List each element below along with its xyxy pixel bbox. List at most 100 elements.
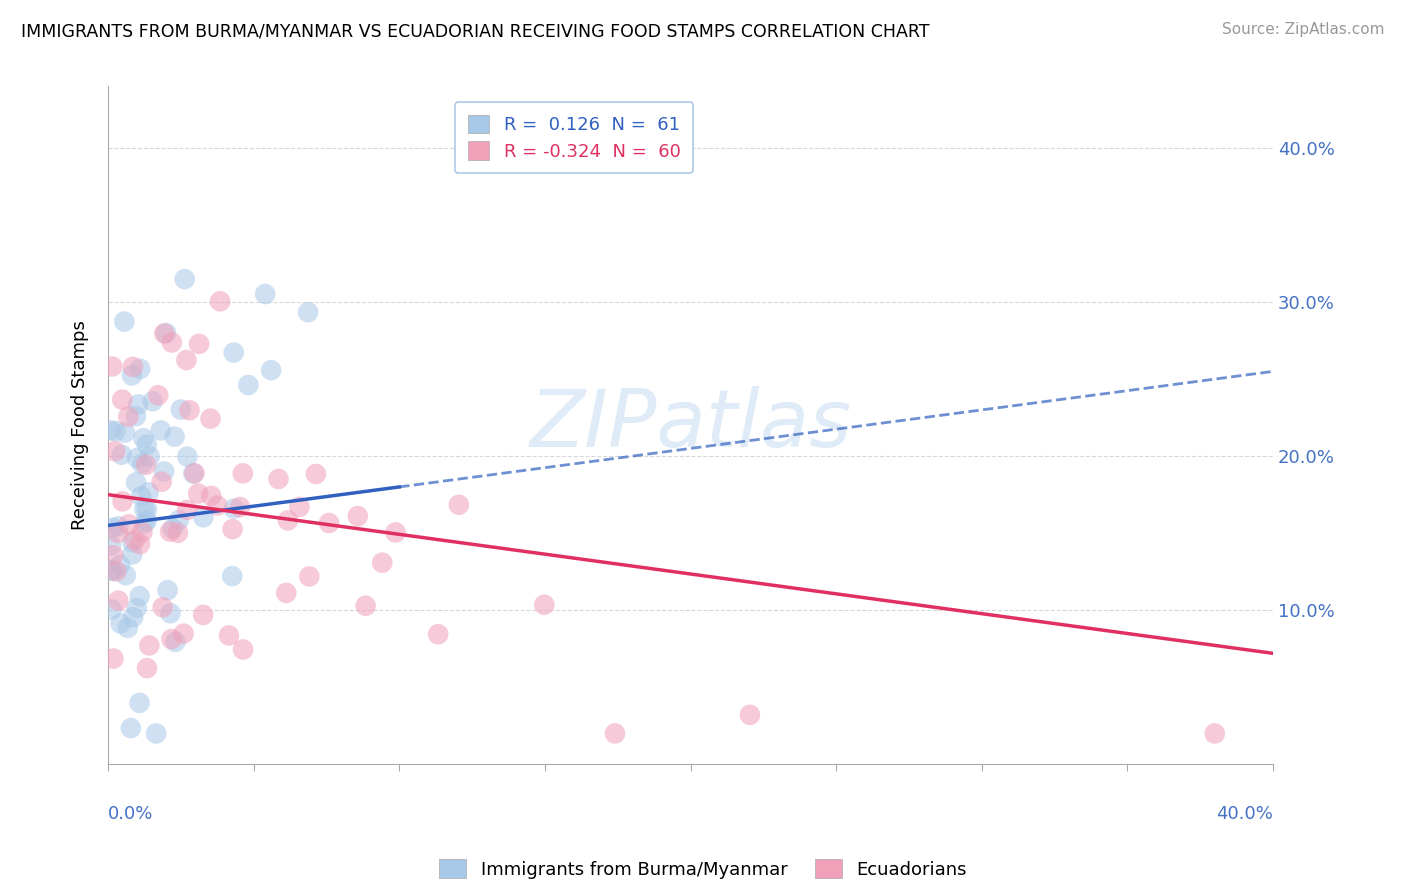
- Point: [167, 513, 190, 527]
- Point: [297, 305, 319, 319]
- Point: [153, 465, 176, 479]
- Point: [136, 502, 159, 516]
- Point: [176, 450, 198, 464]
- Text: IMMIGRANTS FROM BURMA/MYANMAR VS ECUADORIAN RECEIVING FOOD STAMPS CORRELATION CH: IMMIGRANTS FROM BURMA/MYANMAR VS ECUADOR…: [21, 22, 929, 40]
- Point: [145, 726, 167, 740]
- Point: [100, 602, 122, 616]
- Point: [165, 634, 187, 648]
- Point: [160, 632, 183, 646]
- Point: [1204, 726, 1226, 740]
- Point: [533, 598, 555, 612]
- Point: [173, 272, 195, 286]
- Point: [129, 537, 152, 551]
- Point: [371, 556, 394, 570]
- Y-axis label: Receiving Food Stamps: Receiving Food Stamps: [72, 320, 89, 530]
- Point: [142, 394, 165, 409]
- Point: [127, 451, 149, 466]
- Point: [107, 519, 129, 533]
- Point: [152, 600, 174, 615]
- Point: [111, 494, 134, 508]
- Point: [384, 525, 406, 540]
- Point: [222, 501, 245, 516]
- Point: [221, 569, 243, 583]
- Point: [125, 475, 148, 490]
- Point: [107, 593, 129, 607]
- Text: 40.0%: 40.0%: [1216, 805, 1272, 823]
- Point: [267, 472, 290, 486]
- Point: [218, 628, 240, 642]
- Point: [447, 498, 470, 512]
- Point: [229, 500, 252, 515]
- Point: [104, 444, 127, 458]
- Point: [173, 626, 195, 640]
- Point: [176, 503, 198, 517]
- Point: [103, 651, 125, 665]
- Point: [101, 359, 124, 374]
- Text: ZIPatlas: ZIPatlas: [530, 386, 852, 465]
- Point: [124, 533, 146, 547]
- Point: [134, 516, 156, 531]
- Point: [163, 429, 186, 443]
- Point: [121, 548, 143, 562]
- Point: [298, 569, 321, 583]
- Point: [100, 424, 122, 438]
- Point: [135, 437, 157, 451]
- Point: [132, 431, 155, 445]
- Point: [120, 721, 142, 735]
- Point: [135, 458, 157, 472]
- Point: [156, 583, 179, 598]
- Point: [121, 535, 143, 549]
- Point: [101, 564, 124, 578]
- Point: [187, 486, 209, 500]
- Point: [118, 517, 141, 532]
- Point: [111, 448, 134, 462]
- Point: [193, 510, 215, 524]
- Legend: Immigrants from Burma/Myanmar, Ecuadorians: Immigrants from Burma/Myanmar, Ecuadoria…: [439, 859, 967, 879]
- Point: [159, 524, 181, 539]
- Point: [354, 599, 377, 613]
- Point: [128, 589, 150, 603]
- Point: [131, 525, 153, 540]
- Point: [108, 558, 131, 572]
- Point: [136, 661, 159, 675]
- Point: [427, 627, 450, 641]
- Point: [170, 402, 193, 417]
- Point: [238, 378, 260, 392]
- Point: [179, 403, 201, 417]
- Point: [254, 287, 277, 301]
- Point: [129, 489, 152, 503]
- Point: [138, 485, 160, 500]
- Point: [160, 335, 183, 350]
- Point: [200, 489, 222, 503]
- Point: [346, 509, 368, 524]
- Legend: R =  0.126  N =  61, R = -0.324  N =  60: R = 0.126 N = 61, R = -0.324 N = 60: [456, 103, 693, 173]
- Point: [150, 475, 173, 489]
- Point: [107, 526, 129, 541]
- Point: [121, 359, 143, 374]
- Point: [176, 353, 198, 368]
- Point: [738, 707, 761, 722]
- Point: [134, 502, 156, 516]
- Point: [188, 336, 211, 351]
- Point: [183, 467, 205, 481]
- Point: [114, 425, 136, 440]
- Point: [101, 549, 124, 563]
- Point: [153, 326, 176, 341]
- Point: [277, 513, 299, 527]
- Point: [121, 368, 143, 383]
- Point: [100, 538, 122, 552]
- Point: [114, 568, 136, 582]
- Point: [138, 450, 160, 464]
- Point: [112, 315, 135, 329]
- Point: [183, 466, 205, 480]
- Point: [122, 610, 145, 624]
- Point: [288, 500, 311, 514]
- Point: [162, 522, 184, 536]
- Point: [276, 586, 298, 600]
- Point: [135, 514, 157, 528]
- Point: [159, 606, 181, 620]
- Point: [117, 409, 139, 424]
- Point: [111, 392, 134, 407]
- Point: [209, 294, 232, 309]
- Point: [232, 467, 254, 481]
